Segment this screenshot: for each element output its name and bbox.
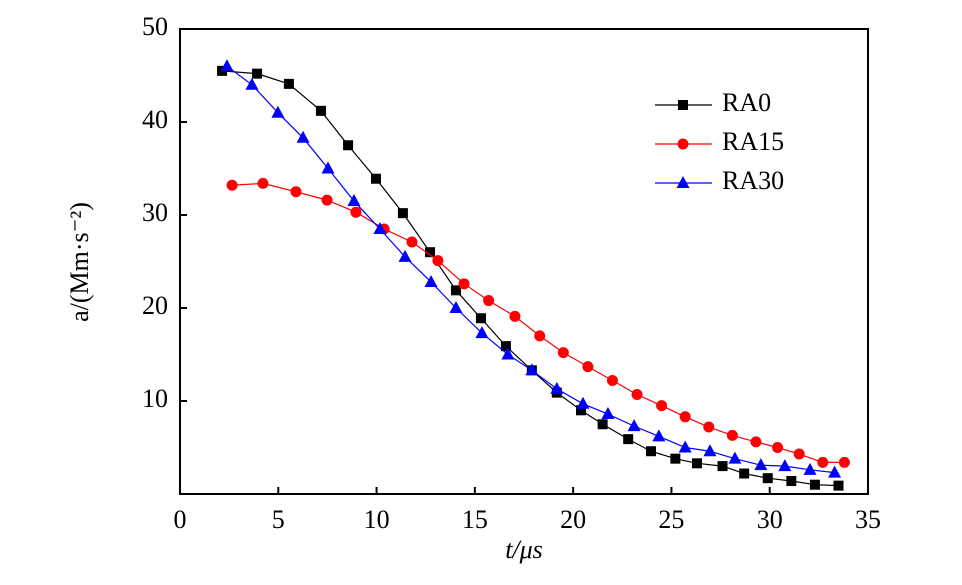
- marker: [786, 475, 797, 486]
- marker: [350, 206, 362, 218]
- marker: [343, 140, 354, 151]
- x-tick-label: 20: [560, 505, 586, 534]
- marker: [728, 451, 742, 464]
- marker: [347, 194, 361, 207]
- marker: [606, 375, 618, 387]
- x-tick-label: 0: [174, 505, 187, 534]
- marker: [817, 456, 829, 468]
- marker: [601, 407, 615, 420]
- marker: [398, 249, 412, 262]
- marker: [370, 173, 381, 184]
- marker: [576, 405, 587, 416]
- marker: [750, 436, 762, 448]
- marker: [772, 442, 784, 453]
- marker: [432, 255, 444, 267]
- marker: [397, 208, 408, 219]
- legend-label: RA15: [722, 127, 784, 156]
- plot-frame: [179, 28, 869, 495]
- marker: [296, 130, 310, 143]
- marker: [321, 194, 333, 206]
- marker: [679, 411, 691, 423]
- marker: [271, 105, 285, 118]
- marker: [501, 347, 515, 360]
- marker: [691, 458, 702, 469]
- marker: [703, 421, 715, 433]
- marker: [509, 310, 521, 322]
- marker: [525, 363, 539, 376]
- y-tick-label: 10: [142, 384, 168, 413]
- marker: [483, 295, 495, 307]
- marker: [424, 274, 438, 287]
- x-tick-label: 15: [462, 505, 488, 534]
- marker: [458, 278, 470, 290]
- marker: [762, 473, 773, 484]
- marker: [226, 179, 238, 191]
- marker: [597, 419, 608, 430]
- marker: [726, 429, 738, 441]
- marker: [717, 461, 728, 472]
- marker: [703, 444, 717, 457]
- marker: [290, 186, 302, 198]
- y-tick-label: 40: [142, 105, 168, 134]
- marker: [739, 468, 750, 479]
- marker: [550, 381, 564, 394]
- marker: [450, 285, 461, 296]
- marker: [373, 221, 387, 234]
- marker: [257, 177, 269, 189]
- x-axis-label: t/μs: [505, 535, 543, 564]
- y-axis-label: a/(Mm·s⁻²): [65, 202, 94, 322]
- marker: [557, 347, 569, 359]
- marker: [656, 400, 668, 412]
- marker: [754, 458, 768, 471]
- marker: [833, 480, 844, 491]
- marker: [283, 78, 294, 89]
- marker: [321, 161, 335, 174]
- x-tick-label: 25: [658, 505, 684, 534]
- legend-label: RA30: [722, 166, 784, 195]
- y-tick-label: 20: [142, 291, 168, 320]
- marker: [315, 105, 326, 116]
- marker: [803, 462, 817, 475]
- marker: [652, 429, 666, 442]
- marker: [252, 68, 263, 79]
- marker: [406, 236, 418, 248]
- y-tick-label: 50: [142, 12, 168, 41]
- marker: [220, 59, 234, 72]
- legend-marker: [678, 100, 688, 110]
- marker: [449, 301, 463, 313]
- marker: [678, 440, 692, 453]
- x-tick-label: 5: [272, 505, 285, 534]
- marker: [809, 479, 820, 490]
- marker: [778, 459, 792, 472]
- x-tick-label: 30: [757, 505, 783, 534]
- marker: [475, 326, 489, 339]
- marker: [631, 388, 643, 400]
- marker: [534, 330, 546, 342]
- marker: [245, 77, 259, 90]
- marker: [670, 453, 681, 464]
- marker: [645, 446, 656, 457]
- legend-label: RA0: [722, 88, 771, 117]
- marker: [828, 465, 842, 478]
- legend-marker: [676, 176, 690, 188]
- marker: [838, 456, 850, 468]
- marker: [623, 434, 634, 445]
- x-tick-label: 35: [855, 505, 881, 534]
- y-tick-label: 30: [142, 198, 168, 227]
- marker: [582, 361, 594, 373]
- legend-marker: [677, 138, 689, 150]
- marker: [793, 448, 805, 460]
- marker: [576, 396, 590, 409]
- marker: [627, 419, 641, 432]
- marker: [475, 313, 486, 324]
- marker: [425, 247, 436, 258]
- x-tick-label: 10: [364, 505, 390, 534]
- series-line: [232, 182, 845, 463]
- marker: [500, 341, 511, 352]
